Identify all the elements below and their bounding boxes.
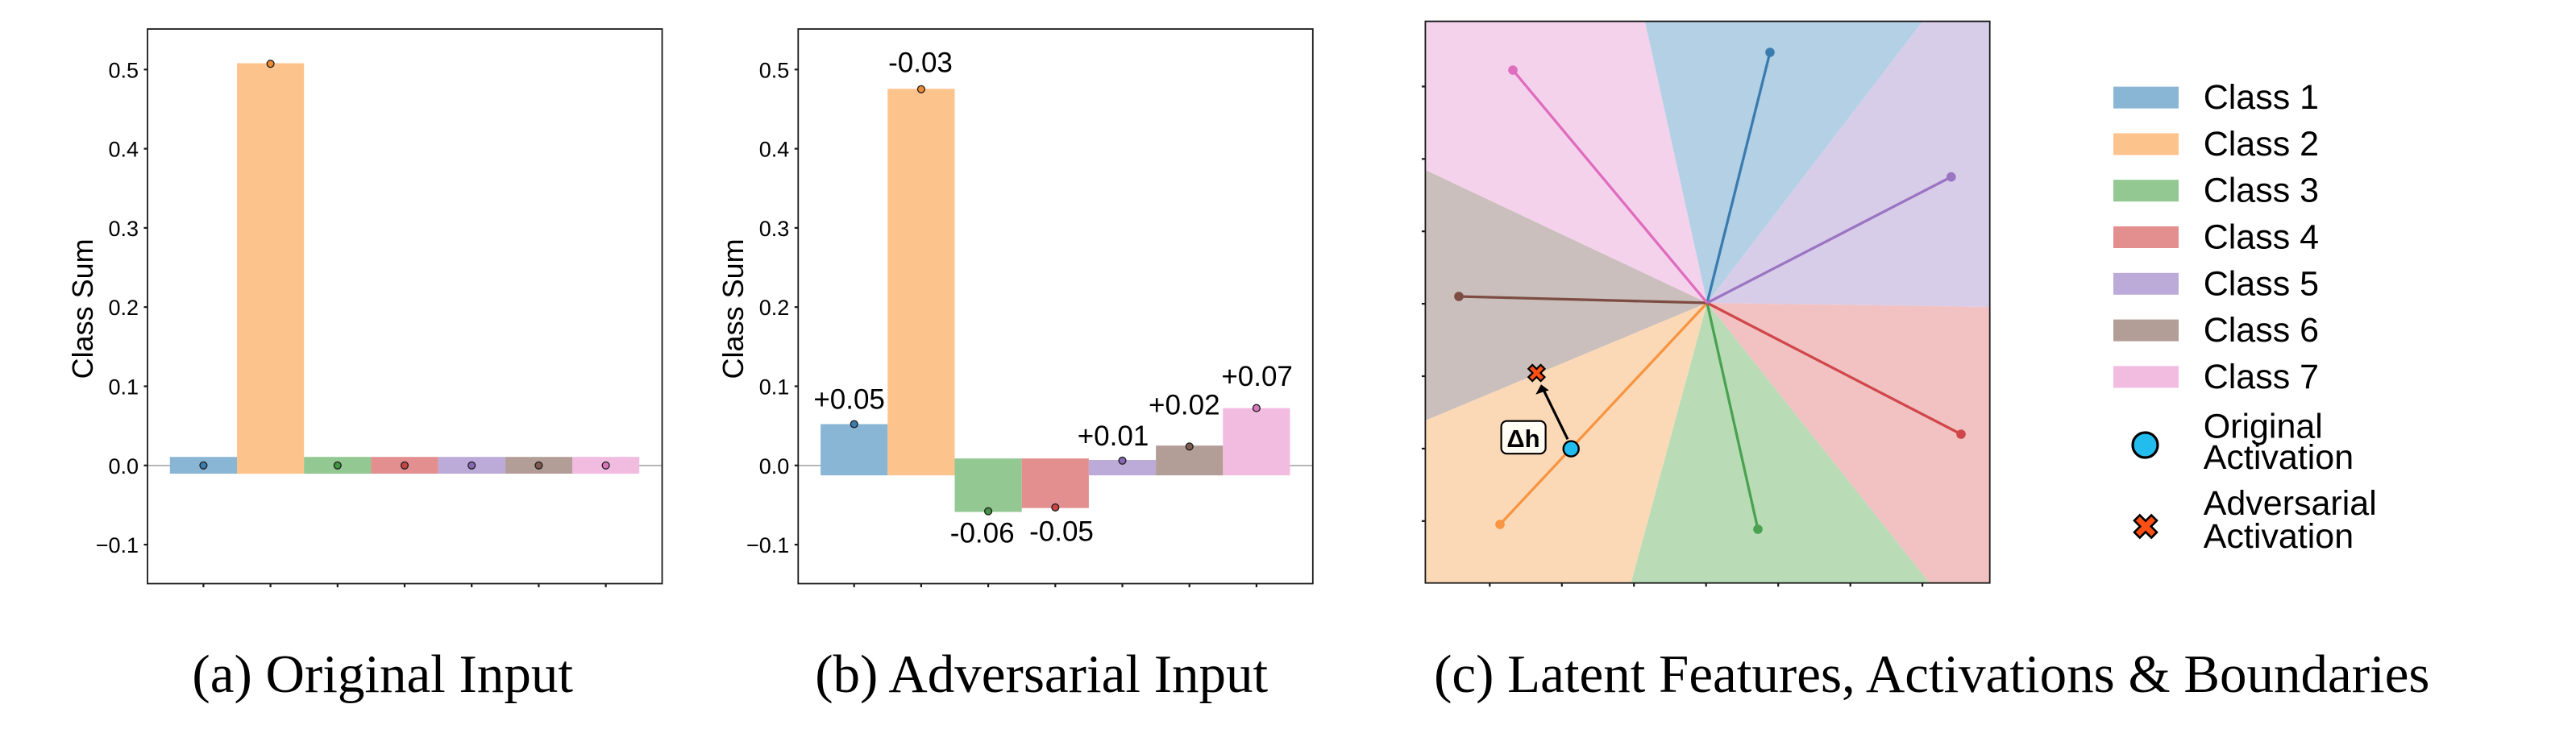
svg-text:0.0: 0.0 bbox=[108, 454, 139, 478]
svg-text:Class Sum: Class Sum bbox=[66, 238, 99, 379]
svg-text:0.5: 0.5 bbox=[759, 58, 790, 82]
svg-text:Δh: Δh bbox=[1506, 425, 1539, 453]
svg-text:Activation: Activation bbox=[2204, 517, 2354, 556]
svg-text:Class 4: Class 4 bbox=[2204, 218, 2319, 257]
svg-text:Class 5: Class 5 bbox=[2204, 264, 2319, 303]
svg-text:Activation: Activation bbox=[2204, 438, 2354, 477]
svg-text:Class Sum: Class Sum bbox=[717, 238, 750, 379]
svg-text:-0.06: -0.06 bbox=[950, 518, 1015, 549]
svg-text:(c) Latent Features, Activatio: (c) Latent Features, Activations & Bound… bbox=[1434, 644, 2429, 704]
svg-text:+0.02: +0.02 bbox=[1149, 390, 1220, 421]
svg-text:−0.1: −0.1 bbox=[96, 533, 139, 557]
svg-text:Class 3: Class 3 bbox=[2204, 172, 2319, 210]
svg-text:0.4: 0.4 bbox=[108, 138, 139, 162]
svg-text:(a) Original Input: (a) Original Input bbox=[192, 644, 573, 704]
svg-text:0.4: 0.4 bbox=[759, 138, 790, 162]
svg-text:0.0: 0.0 bbox=[759, 454, 790, 478]
svg-text:Class 6: Class 6 bbox=[2204, 311, 2319, 350]
svg-text:−0.1: −0.1 bbox=[746, 533, 789, 557]
svg-text:0.1: 0.1 bbox=[108, 375, 139, 400]
svg-text:0.2: 0.2 bbox=[759, 296, 790, 320]
svg-text:0.5: 0.5 bbox=[108, 58, 139, 82]
svg-text:Class 7: Class 7 bbox=[2204, 358, 2319, 396]
svg-text:-0.03: -0.03 bbox=[888, 47, 953, 78]
svg-text:0.1: 0.1 bbox=[759, 375, 790, 400]
svg-text:-0.05: -0.05 bbox=[1029, 516, 1094, 547]
svg-text:0.3: 0.3 bbox=[108, 217, 139, 241]
svg-text:+0.07: +0.07 bbox=[1221, 361, 1293, 392]
svg-text:Class 2: Class 2 bbox=[2204, 125, 2319, 164]
svg-text:(b) Adversarial Input: (b) Adversarial Input bbox=[815, 644, 1268, 704]
svg-text:Class 1: Class 1 bbox=[2204, 78, 2319, 117]
svg-text:0.2: 0.2 bbox=[108, 296, 139, 320]
svg-text:Adversarial: Adversarial bbox=[2204, 484, 2377, 523]
svg-text:Original: Original bbox=[2204, 408, 2323, 446]
svg-text:0.3: 0.3 bbox=[759, 217, 790, 241]
svg-text:+0.05: +0.05 bbox=[813, 384, 885, 416]
svg-text:+0.01: +0.01 bbox=[1078, 420, 1149, 452]
